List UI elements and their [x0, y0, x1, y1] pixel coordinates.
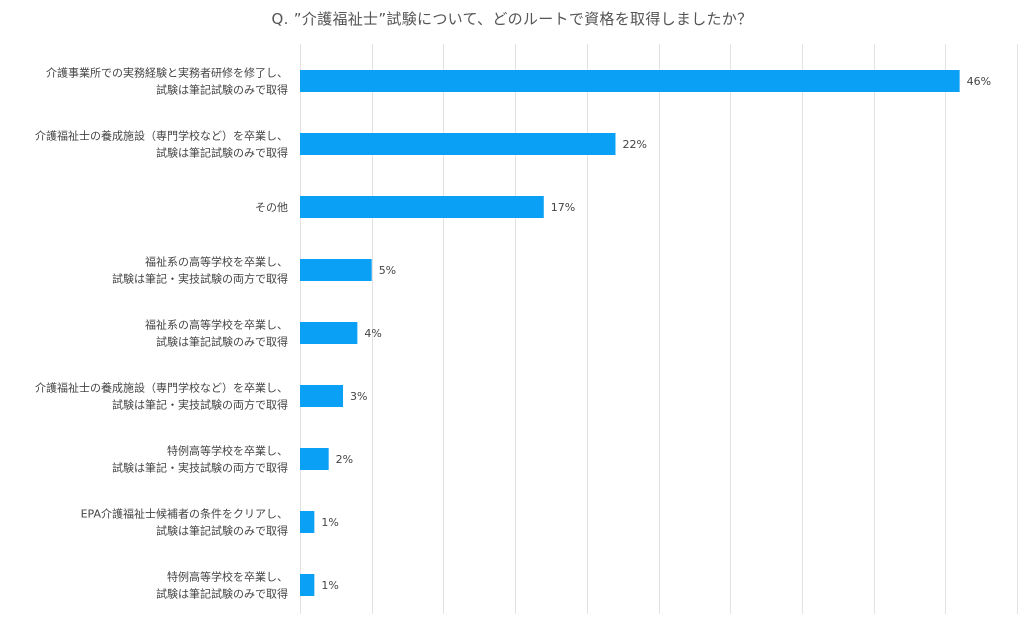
category-label: 福祉系の高等学校を卒業し、 [145, 318, 288, 332]
data-label: 1% [321, 579, 338, 592]
bar [300, 511, 315, 533]
data-label: 3% [350, 390, 367, 403]
category-label: 特例高等学校を卒業し、 [167, 570, 288, 584]
bar [300, 448, 329, 470]
category-label: 試験は筆記・実技試験の両方で取得 [112, 398, 288, 412]
bar [300, 70, 960, 92]
bar [300, 133, 616, 155]
category-label: 試験は筆記試験のみで取得 [156, 146, 288, 160]
bar [300, 196, 544, 218]
bar [300, 385, 344, 407]
category-label: 試験は筆記試験のみで取得 [156, 524, 288, 538]
data-label: 17% [551, 201, 575, 214]
category-label: 介護福祉士の養成施設（専門学校など）を卒業し、 [35, 129, 288, 143]
bar [300, 259, 372, 281]
category-label: 試験は筆記・実技試験の両方で取得 [112, 272, 288, 286]
category-label: その他 [255, 201, 288, 214]
category-label: EPA介護福祉士候補者の条件をクリアし、 [81, 507, 288, 521]
chart-title: Q. ”介護福祉士”試験について、どのルートで資格を取得しましたか？ [271, 10, 753, 28]
data-label: 4% [364, 327, 381, 340]
category-label: 介護福祉士の養成施設（専門学校など）を卒業し、 [35, 381, 288, 395]
category-label: 福祉系の高等学校を卒業し、 [145, 255, 288, 269]
bar [300, 574, 315, 596]
category-label: 試験は筆記・実技試験の両方で取得 [112, 461, 288, 475]
category-label: 試験は筆記試験のみで取得 [156, 587, 288, 601]
category-label: 特例高等学校を卒業し、 [167, 444, 288, 458]
data-label: 22% [622, 138, 646, 151]
data-label: 2% [336, 453, 353, 466]
data-label: 5% [379, 264, 396, 277]
data-label: 46% [967, 75, 991, 88]
category-label: 試験は筆記試験のみで取得 [156, 335, 288, 349]
data-label: 1% [321, 516, 338, 529]
category-label: 介護事業所での実務経験と実務者研修を修了し、 [46, 66, 288, 80]
category-label: 試験は筆記試験のみで取得 [156, 83, 288, 97]
bar [300, 322, 358, 344]
